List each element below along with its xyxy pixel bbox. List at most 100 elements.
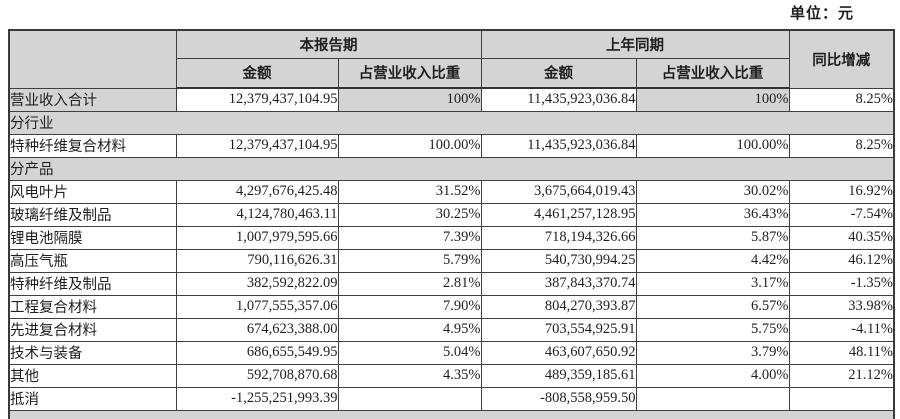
table-row: 其他 592,708,870.68 4.35% 489,359,185.61 4.00%… <box>8 363 895 388</box>
unit-label: 单位：元 <box>789 6 854 22</box>
row-label: 其他 <box>8 363 177 388</box>
current-amount: 1,007,979,595.66 <box>175 225 339 250</box>
header-current-ratio: 占营业收入比重 <box>337 57 482 89</box>
header-prior-ratio: 占营业收入比重 <box>635 57 790 89</box>
row-label: 玻璃纤维及制品 <box>8 202 177 227</box>
section-row <box>8 409 895 419</box>
current-ratio <box>337 386 482 411</box>
current-ratio: 5.79% <box>337 248 482 273</box>
row-label: 锂电池隔膜 <box>8 225 177 250</box>
current-amount: 12,379,437,104.95 <box>175 133 339 158</box>
prior-amount: 463,607,650.92 <box>480 340 637 365</box>
prior-amount: 540,730,994.25 <box>480 248 637 273</box>
table-row: 特种纤维复合材料 12,379,437,104.95 100.00% 11,435,9… <box>8 133 895 158</box>
row-label: 抵消 <box>8 386 177 411</box>
section-label: 分行业 <box>8 110 895 135</box>
prior-ratio: 36.43% <box>635 202 790 227</box>
section-label <box>8 409 895 419</box>
table-row: 玻璃纤维及制品 4,124,780,463.11 30.25% 4,461,257,1… <box>8 202 895 227</box>
current-ratio: 100% <box>337 87 482 112</box>
table-row: 技术与装备 686,655,549.95 5.04% 463,607,650.92 3.… <box>8 340 895 365</box>
section-row: 分行业 <box>8 110 895 135</box>
revenue-table: 本报告期 上年同期 同比增减 金额 占营业收入比重 金额 占营业收入比重 营业收… <box>8 29 895 419</box>
prior-amount: 804,270,393.87 <box>480 294 637 319</box>
section-label: 分产品 <box>8 156 895 181</box>
row-label: 先进复合材料 <box>8 317 177 342</box>
table-row: 抵消 -1,255,251,993.39 -808,558,959.50 <box>8 386 895 411</box>
header-prior-amount: 金额 <box>480 57 637 89</box>
current-amount: 4,297,676,425.48 <box>175 179 339 204</box>
current-amount: 790,116,626.31 <box>175 248 339 273</box>
yoy-change: 46.12% <box>788 248 895 273</box>
current-ratio: 4.35% <box>337 363 482 388</box>
prior-ratio: 6.57% <box>635 294 790 319</box>
yoy-change: -7.54% <box>788 202 895 227</box>
yoy-change: 8.25% <box>788 133 895 158</box>
current-ratio: 31.52% <box>337 179 482 204</box>
current-amount: -1,255,251,993.39 <box>175 386 339 411</box>
prior-ratio <box>635 386 790 411</box>
prior-ratio: 5.87% <box>635 225 790 250</box>
prior-ratio: 100.00% <box>635 133 790 158</box>
current-ratio: 4.95% <box>337 317 482 342</box>
current-ratio: 5.04% <box>337 340 482 365</box>
table-row: 营业收入合计 12,379,437,104.95 100% 11,435,923,03… <box>8 87 895 112</box>
yoy-change: 16.92% <box>788 179 895 204</box>
current-amount: 382,592,822.09 <box>175 271 339 296</box>
header-current-period: 本报告期 <box>175 29 482 59</box>
prior-amount: 3,675,664,019.43 <box>480 179 637 204</box>
prior-ratio: 5.75% <box>635 317 790 342</box>
table-body: 营业收入合计 12,379,437,104.95 100% 11,435,923,03… <box>8 87 895 419</box>
prior-ratio: 4.42% <box>635 248 790 273</box>
prior-ratio: 30.02% <box>635 179 790 204</box>
yoy-change: 48.11% <box>788 340 895 365</box>
table-row: 高压气瓶 790,116,626.31 5.79% 540,730,994.25 4.4… <box>8 248 895 273</box>
table-header: 本报告期 上年同期 同比增减 金额 占营业收入比重 金额 占营业收入比重 <box>8 29 895 89</box>
prior-ratio: 3.79% <box>635 340 790 365</box>
current-ratio: 7.39% <box>337 225 482 250</box>
yoy-change: 21.12% <box>788 363 895 388</box>
yoy-change: -4.11% <box>788 317 895 342</box>
current-amount: 1,077,555,357.06 <box>175 294 339 319</box>
yoy-change: -1.35% <box>788 271 895 296</box>
yoy-change <box>788 386 895 411</box>
table-row: 风电叶片 4,297,676,425.48 31.52% 3,675,664,019.… <box>8 179 895 204</box>
current-ratio: 2.81% <box>337 271 482 296</box>
row-label: 营业收入合计 <box>8 87 177 112</box>
prior-amount: 11,435,923,036.84 <box>480 133 637 158</box>
table-row: 锂电池隔膜 1,007,979,595.66 7.39% 718,194,326.66… <box>8 225 895 250</box>
row-label: 特种纤维复合材料 <box>8 133 177 158</box>
current-ratio: 100.00% <box>337 133 482 158</box>
row-label: 高压气瓶 <box>8 248 177 273</box>
prior-amount: 11,435,923,036.84 <box>480 87 637 112</box>
yoy-change: 8.25% <box>788 87 895 112</box>
row-label: 工程复合材料 <box>8 294 177 319</box>
section-row: 分产品 <box>8 156 895 181</box>
current-amount: 592,708,870.68 <box>175 363 339 388</box>
header-prior-period: 上年同期 <box>480 29 790 59</box>
current-ratio: 30.25% <box>337 202 482 227</box>
table-row: 工程复合材料 1,077,555,357.06 7.90% 804,270,393.8… <box>8 294 895 319</box>
current-amount: 4,124,780,463.11 <box>175 202 339 227</box>
row-label: 风电叶片 <box>8 179 177 204</box>
table-row: 特种纤维及制品 382,592,822.09 2.81% 387,843,370.74… <box>8 271 895 296</box>
header-yoy: 同比增减 <box>788 29 895 89</box>
prior-amount: 4,461,257,128.95 <box>480 202 637 227</box>
row-label: 技术与装备 <box>8 340 177 365</box>
corner-cell <box>8 29 177 89</box>
prior-amount: 489,359,185.61 <box>480 363 637 388</box>
prior-amount: 718,194,326.66 <box>480 225 637 250</box>
current-amount: 12,379,437,104.95 <box>175 87 339 112</box>
current-amount: 686,655,549.95 <box>175 340 339 365</box>
current-amount: 674,623,388.00 <box>175 317 339 342</box>
prior-ratio: 100% <box>635 87 790 112</box>
prior-amount: 703,554,925.91 <box>480 317 637 342</box>
row-label: 特种纤维及制品 <box>8 271 177 296</box>
prior-ratio: 4.00% <box>635 363 790 388</box>
table-row: 先进复合材料 674,623,388.00 4.95% 703,554,925.91 5… <box>8 317 895 342</box>
prior-amount: -808,558,959.50 <box>480 386 637 411</box>
prior-ratio: 3.17% <box>635 271 790 296</box>
current-ratio: 7.90% <box>337 294 482 319</box>
yoy-change: 33.98% <box>788 294 895 319</box>
